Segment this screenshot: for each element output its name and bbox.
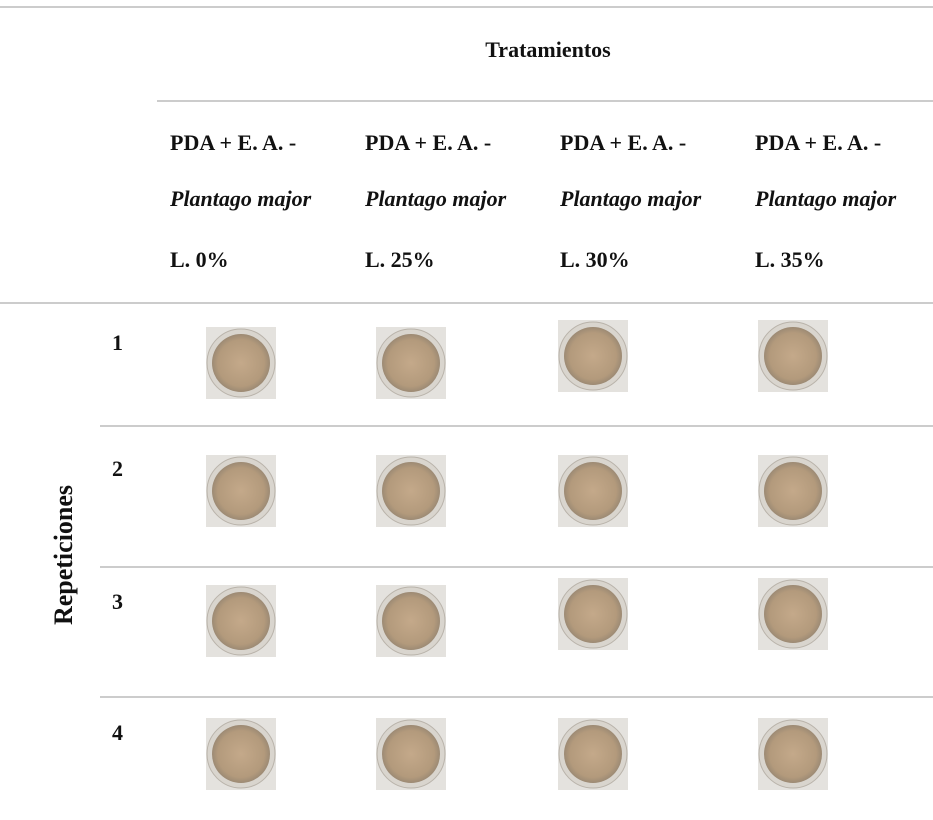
dish-agar <box>212 725 270 783</box>
column-concentration: L. 25% <box>365 247 435 272</box>
column-concentration: L. 35% <box>755 247 825 272</box>
dish-agar <box>382 462 440 520</box>
dish-agar <box>212 462 270 520</box>
table-title: Tratamientos <box>485 37 611 62</box>
dish-agar <box>382 334 440 392</box>
column-concentration: L. 30% <box>560 247 630 272</box>
column-line1: PDA + E. A. - <box>170 130 296 155</box>
column-line1: PDA + E. A. - <box>755 130 881 155</box>
row-number: 4 <box>112 720 123 745</box>
row-number: 2 <box>112 456 123 481</box>
dish-agar <box>382 592 440 650</box>
row-group-label: Repeticiones <box>49 485 78 625</box>
column-species: Plantago major <box>559 186 702 211</box>
row-number: 1 <box>112 330 123 355</box>
dish-agar <box>764 327 822 385</box>
dish-agar <box>764 725 822 783</box>
column-species: Plantago major <box>169 186 312 211</box>
column-species: Plantago major <box>364 186 507 211</box>
dish-agar <box>564 725 622 783</box>
column-line1: PDA + E. A. - <box>560 130 686 155</box>
column-line1: PDA + E. A. - <box>365 130 491 155</box>
dish-agar <box>564 327 622 385</box>
dish-agar <box>212 334 270 392</box>
dish-agar <box>564 462 622 520</box>
dish-agar <box>212 592 270 650</box>
dish-agar <box>764 585 822 643</box>
dish-agar <box>764 462 822 520</box>
dish-agar <box>382 725 440 783</box>
column-concentration: L. 0% <box>170 247 229 272</box>
row-number: 3 <box>112 589 123 614</box>
column-species: Plantago major <box>754 186 897 211</box>
dish-agar <box>564 585 622 643</box>
